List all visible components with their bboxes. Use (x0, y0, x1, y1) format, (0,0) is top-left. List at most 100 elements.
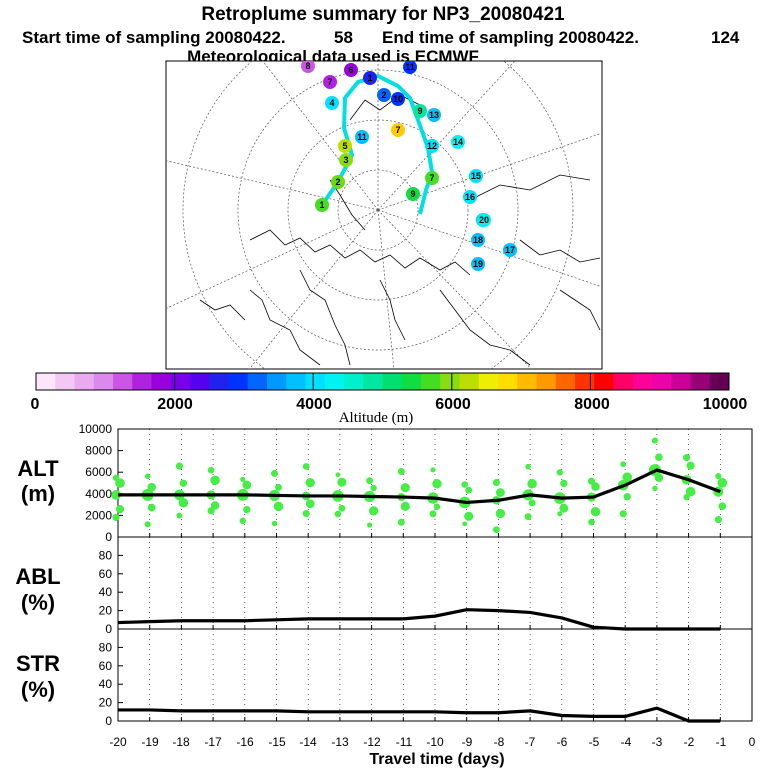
colorbar-swatch (671, 373, 691, 390)
altitude-scatter-point (685, 486, 696, 497)
altitude-scatter-point (560, 479, 568, 488)
altitude-scatter-point (302, 509, 310, 518)
map-day-number: 8 (305, 61, 310, 71)
colorbar-swatch (267, 373, 287, 390)
altitude-scatter-point (275, 483, 282, 491)
figure-title: Retroplume summary for NP3_20080421 (201, 4, 565, 25)
time-series-panels: 0 2000 4000 6000 8000 10000 0 20 40 60 80 0 20 40 60 80 (79, 422, 753, 728)
map-day-number: 11 (357, 132, 367, 142)
altitude-scatter-point (429, 510, 437, 518)
map-day-number: 7 (327, 77, 332, 87)
altitude-scatter-point (432, 479, 442, 489)
map-day-marker (355, 130, 369, 144)
colorbar-tick: 4000 (296, 396, 332, 413)
altitude-scatter-point (715, 473, 722, 480)
y-tick-label: 10000 (79, 422, 113, 436)
altitude-scatter-point (175, 462, 183, 470)
series-line (118, 468, 721, 505)
y-tick-label: 20 (99, 696, 113, 710)
map-day-number: 20 (479, 215, 489, 225)
altitude-scatter-point (115, 478, 125, 488)
altitude-scatter-point (559, 503, 569, 513)
altitude-scatter-point (590, 506, 601, 517)
colorbar-swatch (517, 373, 537, 390)
altitude-scatter-point (528, 499, 536, 507)
altitude-scatter-point (334, 510, 342, 518)
x-tick-label: -4 (621, 735, 632, 749)
colorbar-swatch (74, 373, 95, 390)
map-day-markers: 1234579101112131415161718192016782117917 (301, 61, 517, 271)
altitude-scatter-point (400, 483, 410, 493)
colorbar-swatch (536, 373, 557, 390)
map-day-number: 14 (453, 137, 463, 147)
altitude-scatter-point (524, 513, 532, 521)
colorbar-swatch (286, 373, 306, 390)
end-time-label: End time of sampling 20080422. (382, 28, 639, 47)
altitude-scatter-point (337, 477, 347, 487)
map-day-marker (323, 75, 337, 89)
altitude-scatter-point (397, 518, 405, 526)
altitude-scatter-point (243, 505, 251, 514)
map-day-marker (315, 198, 329, 212)
x-tick-label: -1 (716, 735, 727, 749)
map-day-marker (325, 96, 339, 110)
colorbar-swatch (93, 373, 114, 390)
altitude-scatter-point (464, 511, 474, 521)
map-day-number: 6 (348, 65, 353, 75)
altitude-colorbar (35, 372, 730, 391)
y-tick-label: 20 (99, 604, 113, 618)
colorbar-swatch (170, 373, 191, 390)
map-day-marker (413, 104, 427, 118)
map-day-marker (425, 171, 439, 185)
altitude-scatter-point (176, 512, 183, 519)
altitude-scatter-point (686, 461, 695, 470)
map-day-number: 19 (473, 259, 483, 269)
colorbar-swatch (613, 373, 634, 390)
x-tick-label: -11 (396, 735, 413, 749)
colorbar-swatch (36, 373, 56, 390)
altitude-scatter-point (492, 526, 500, 534)
colorbar-tick: 0 (31, 396, 40, 413)
colorbar-swatch (478, 373, 499, 390)
altitude-scatter-point (430, 467, 436, 473)
colorbar-swatch (498, 373, 518, 390)
map-grid: 1234579101112131415161718192016782117917 (166, 61, 602, 369)
altitude-scatter-point (338, 504, 346, 512)
x-tick-label: -17 (204, 735, 222, 749)
colorbar-swatch (690, 373, 711, 390)
colorbar-swatch (401, 373, 422, 390)
map-day-number: 1 (367, 73, 372, 83)
altitude-scatter-point (495, 508, 506, 519)
x-tick-label: -7 (525, 735, 536, 749)
altitude-scatter-point (335, 472, 341, 478)
x-tick-label: -15 (268, 735, 286, 749)
colorbar-swatch (382, 373, 403, 390)
altitude-scatter-point (651, 437, 658, 444)
x-axis-label: Travel time (days) (369, 751, 504, 768)
map-day-number: 4 (329, 98, 334, 108)
x-tick-label: -12 (363, 735, 381, 749)
altitude-scatter-point (240, 476, 246, 482)
colorbar-swatch (151, 373, 172, 390)
y-tick-label: 0 (105, 530, 112, 544)
colorbar-swatch (132, 373, 152, 390)
altitude-scatter-point (115, 505, 125, 514)
altitude-scatter-point (305, 477, 315, 488)
panel-1: 0 20 40 60 80 (99, 536, 753, 636)
x-tick-label: -18 (172, 735, 190, 749)
map-day-number: 7 (395, 125, 400, 135)
altitude-scatter-point (305, 499, 315, 509)
x-tick-label: -14 (299, 735, 317, 749)
colorbar-swatch (440, 373, 460, 390)
altitude-scatter-point (588, 518, 595, 526)
map-day-marker (503, 243, 517, 257)
x-tick-label: -5 (589, 735, 600, 749)
colorbar-swatch (459, 373, 480, 390)
map-day-marker (471, 233, 485, 247)
colorbar-swatch (421, 373, 441, 390)
y-tick-label: 40 (99, 585, 113, 599)
altitude-scatter-point (587, 477, 596, 485)
altitude-scatter-point (717, 477, 728, 488)
y-tick-label: 2000 (85, 508, 112, 522)
